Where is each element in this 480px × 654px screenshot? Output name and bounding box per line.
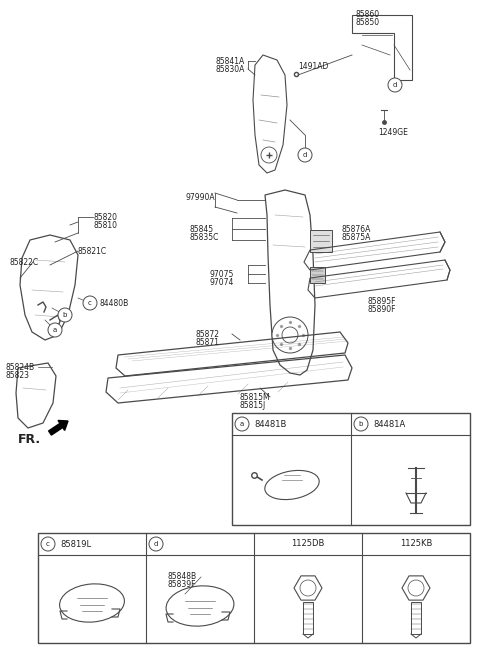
Text: 85835C: 85835C: [190, 233, 219, 242]
Text: 85824B: 85824B: [5, 363, 34, 372]
Text: FR.: FR.: [18, 433, 41, 446]
Text: 85830A: 85830A: [215, 65, 244, 74]
Circle shape: [388, 78, 402, 92]
Text: 85819L: 85819L: [60, 540, 91, 549]
Text: 85822C: 85822C: [10, 258, 39, 267]
Text: d: d: [154, 541, 158, 547]
Text: 97074: 97074: [210, 278, 234, 287]
Bar: [303, 602, 313, 634]
Circle shape: [83, 296, 97, 310]
Text: 1125DB: 1125DB: [291, 540, 324, 549]
Circle shape: [261, 147, 277, 163]
Bar: [310, 230, 332, 252]
Text: 85876A: 85876A: [342, 225, 372, 234]
Text: 85872: 85872: [195, 330, 219, 339]
Bar: [310, 267, 325, 283]
Text: 1249GE: 1249GE: [378, 128, 408, 137]
Circle shape: [282, 327, 298, 343]
Text: 85875A: 85875A: [342, 233, 372, 242]
Text: 1125KB: 1125KB: [400, 540, 432, 549]
FancyArrow shape: [48, 421, 68, 435]
Bar: [232, 413, 470, 525]
Text: 85848B: 85848B: [168, 572, 197, 581]
Text: d: d: [393, 82, 397, 88]
Text: 84481B: 84481B: [254, 420, 287, 429]
Bar: [411, 602, 421, 634]
Text: 85820: 85820: [93, 213, 117, 222]
Text: 85871: 85871: [195, 338, 219, 347]
Bar: [38, 533, 470, 643]
Text: 85890F: 85890F: [368, 305, 396, 314]
Circle shape: [272, 317, 308, 353]
Text: b: b: [63, 312, 67, 318]
Text: 85815M: 85815M: [240, 393, 271, 402]
Text: 84480B: 84480B: [100, 298, 129, 307]
Text: 85810: 85810: [93, 221, 117, 230]
Text: 85823: 85823: [5, 371, 29, 380]
Text: 84481A: 84481A: [373, 420, 405, 429]
Circle shape: [41, 537, 55, 551]
Text: a: a: [240, 421, 244, 427]
Circle shape: [48, 323, 62, 337]
Text: 85860: 85860: [356, 10, 380, 19]
Circle shape: [235, 417, 249, 431]
Circle shape: [149, 537, 163, 551]
Text: 85821C: 85821C: [78, 247, 107, 256]
Circle shape: [298, 148, 312, 162]
Text: 85895F: 85895F: [368, 297, 396, 306]
Text: 1491AD: 1491AD: [298, 62, 328, 71]
Text: d: d: [303, 152, 307, 158]
Circle shape: [58, 308, 72, 322]
Text: 85841A: 85841A: [215, 57, 244, 66]
Text: 85839F: 85839F: [168, 580, 196, 589]
Text: 97990A: 97990A: [185, 193, 215, 202]
Text: c: c: [46, 541, 50, 547]
Text: 85850: 85850: [356, 18, 380, 27]
Text: a: a: [53, 327, 57, 333]
Text: c: c: [88, 300, 92, 306]
Text: b: b: [359, 421, 363, 427]
Circle shape: [354, 417, 368, 431]
Text: 97075: 97075: [210, 270, 234, 279]
Text: 85815J: 85815J: [240, 401, 266, 410]
Text: 85845: 85845: [190, 225, 214, 234]
